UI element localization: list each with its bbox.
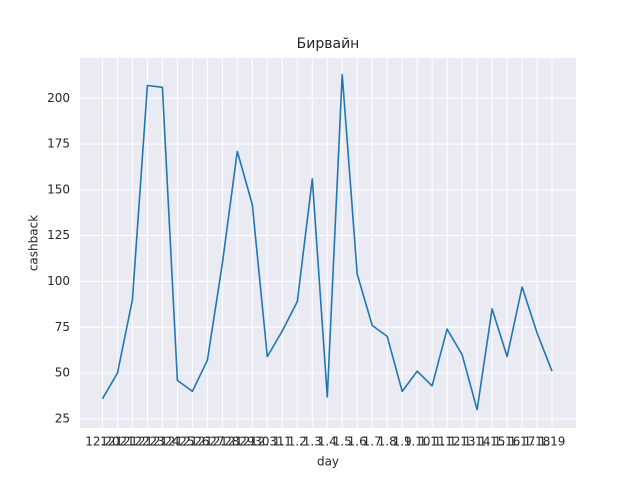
x-tick-label: 1.19 bbox=[539, 435, 566, 449]
x-tick-label: 1.10 bbox=[404, 435, 431, 449]
x-tick-label: 12.25 bbox=[160, 435, 194, 449]
y-tick-label: 25 bbox=[55, 411, 70, 425]
x-tick-label: 1.5 bbox=[333, 435, 352, 449]
x-tick-label: 1.16 bbox=[494, 435, 521, 449]
x-tick-label: 1.17 bbox=[509, 435, 536, 449]
x-tick-label: 12.27 bbox=[190, 435, 224, 449]
y-tick-label: 100 bbox=[47, 274, 70, 288]
x-tick-label: 1.1 bbox=[273, 435, 292, 449]
chart-title: Бирвайн bbox=[297, 36, 360, 52]
x-tick-label: 1.4 bbox=[318, 435, 337, 449]
y-tick-label: 50 bbox=[55, 366, 70, 380]
x-tick-label: 1.2 bbox=[288, 435, 307, 449]
x-tick-label: 1.9 bbox=[393, 435, 412, 449]
x-tick-label: 12.30 bbox=[235, 435, 269, 449]
x-tick-label: 12.20 bbox=[85, 435, 119, 449]
x-tick-label: 12.22 bbox=[115, 435, 149, 449]
data-line bbox=[101, 73, 553, 411]
x-tick-label: 1.14 bbox=[464, 435, 491, 449]
x-tick-label: 1.15 bbox=[479, 435, 506, 449]
x-tick-label: 12.24 bbox=[145, 435, 179, 449]
y-tick-label: 75 bbox=[55, 320, 70, 334]
x-tick-label: 1.11 bbox=[419, 435, 446, 449]
x-tick-label: 12.29 bbox=[220, 435, 254, 449]
x-tick-label: 1.7 bbox=[363, 435, 382, 449]
x-tick-label: 12.23 bbox=[130, 435, 164, 449]
y-tick-label: 175 bbox=[47, 137, 70, 151]
x-tick-label: 12.21 bbox=[100, 435, 134, 449]
x-tick-label: 12.28 bbox=[205, 435, 239, 449]
x-axis-label: day bbox=[317, 455, 339, 469]
y-tick-label: 150 bbox=[47, 182, 70, 196]
y-axis-label: cashback bbox=[27, 215, 41, 271]
x-tick-label: 1.6 bbox=[348, 435, 367, 449]
x-tick-label: 1.18 bbox=[524, 435, 551, 449]
x-tick-label: 12.31 bbox=[250, 435, 284, 449]
y-tick-label: 125 bbox=[47, 228, 70, 242]
x-tick-label: 1.3 bbox=[303, 435, 322, 449]
x-tick-label: 1.12 bbox=[434, 435, 461, 449]
x-tick-label: 12.26 bbox=[175, 435, 209, 449]
y-tick-label: 200 bbox=[47, 91, 70, 105]
x-tick-label: 1.8 bbox=[378, 435, 397, 449]
x-tick-label: 1.13 bbox=[449, 435, 476, 449]
